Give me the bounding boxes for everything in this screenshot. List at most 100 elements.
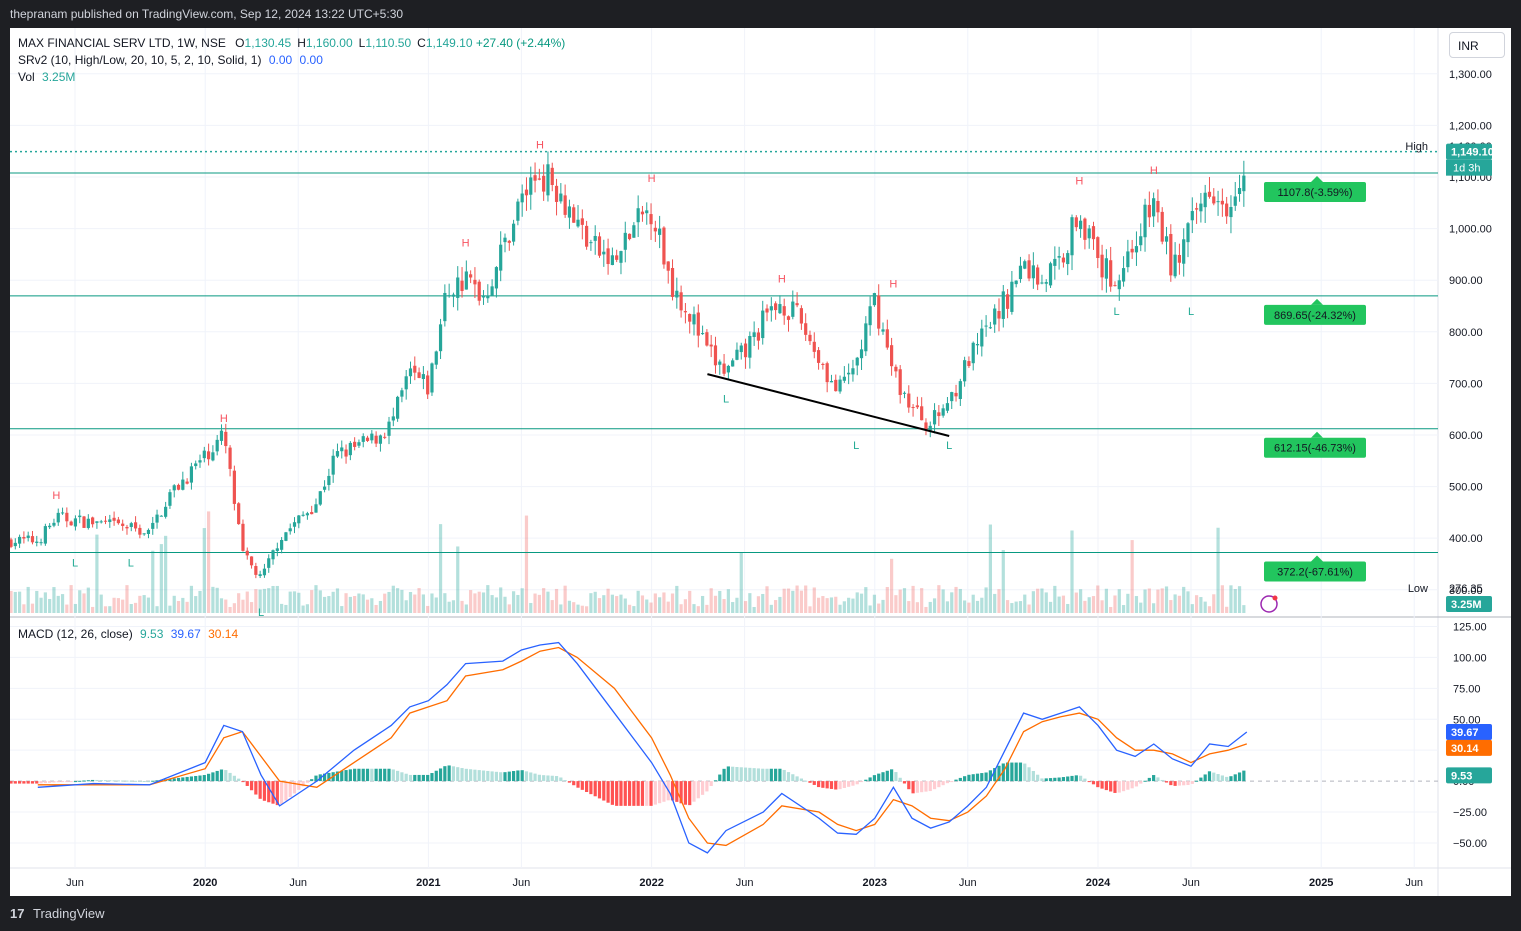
volume-bar: [1066, 603, 1070, 613]
trendline[interactable]: [707, 373, 950, 437]
chart-frame[interactable]: 1107.8(-3.59%) 869.65(-24.32%) 612.15(-46.…: [9, 28, 1511, 896]
candle-body: [490, 286, 494, 296]
chart-svg[interactable]: 1107.8(-3.59%) 869.65(-24.32%) 612.15(-46.…: [9, 28, 1511, 896]
volume-bar: [1199, 597, 1203, 613]
candle-body: [632, 225, 636, 238]
footer-brand[interactable]: TradingView: [33, 906, 105, 921]
candle-body: [1190, 211, 1194, 221]
candle-body: [1233, 196, 1237, 206]
macd-histogram-bar: [980, 773, 984, 782]
macd-histogram-bar: [155, 780, 159, 782]
srv2-label[interactable]: SRv2 (10, High/Low, 20, 10, 5, 2, 10, So…: [18, 53, 262, 67]
volume-bar: [215, 587, 219, 613]
volume-bar: [249, 602, 254, 613]
volume-legend[interactable]: Vol 3.25M: [18, 70, 75, 84]
candle-body: [563, 195, 567, 215]
volume-bar: [847, 597, 851, 613]
currency-button[interactable]: INR: [1449, 32, 1505, 58]
macd-histogram-bar: [705, 781, 709, 792]
macd-tick-label: 50.00: [1453, 714, 1481, 726]
volume-bar: [73, 603, 78, 613]
macd-histogram-bar: [1061, 777, 1066, 782]
macd-legend[interactable]: MACD (12, 26, close) 9.53 39.67 30.14: [18, 627, 238, 641]
volume-bar: [322, 596, 327, 613]
candle-body: [713, 345, 718, 366]
macd-histogram-bar: [799, 778, 803, 782]
macd-histogram-bar: [615, 781, 619, 806]
volume-bar: [834, 596, 838, 613]
macd-histogram-bar: [1177, 781, 1182, 786]
macd-histogram-bar: [499, 772, 503, 782]
candle-body: [361, 436, 365, 442]
volume-bar: [1070, 530, 1074, 613]
macd-histogram-bar: [69, 781, 73, 783]
time-tick-label: 2024: [1086, 877, 1111, 889]
macd-label[interactable]: MACD (12, 26, close): [18, 627, 133, 641]
volume-bar: [168, 605, 172, 613]
macd-histogram-bar: [945, 781, 950, 784]
hist-badge-bg: [1446, 767, 1492, 784]
macd-histogram-bar: [1182, 781, 1186, 786]
candle-body: [907, 393, 911, 408]
macd-histogram-bar: [825, 781, 829, 789]
candle-body: [211, 452, 215, 461]
volume-bar: [486, 585, 490, 613]
volume-bar: [902, 588, 907, 613]
volume-bar: [503, 596, 507, 613]
volume-bar: [357, 593, 361, 613]
macd-histogram-bar: [258, 781, 262, 799]
macd-histogram-bar: [1005, 762, 1010, 782]
macd-line: [37, 641, 1248, 854]
srv2-legend[interactable]: SRv2 (10, High/Low, 20, 10, 5, 2, 10, So…: [18, 53, 323, 67]
macd-histogram-bar: [284, 781, 288, 801]
volume-bar: [185, 601, 189, 613]
ohlc-value: 1,110.50: [365, 36, 412, 50]
macd-tick-label: 125.00: [1453, 621, 1487, 633]
candle-body: [791, 301, 795, 317]
candle-body: [1220, 200, 1224, 205]
volume-bar: [1139, 602, 1143, 613]
volume-bar: [1164, 586, 1169, 613]
tradingview-logo-icon[interactable]: 17: [10, 906, 25, 921]
macd-histogram-bar: [344, 770, 348, 782]
volume-label[interactable]: Vol: [18, 70, 35, 84]
volume-bar: [434, 597, 438, 613]
volume-bar: [1044, 592, 1048, 613]
candle-body: [834, 379, 838, 392]
volume-bar: [958, 588, 962, 613]
macd-histogram-bar: [623, 781, 627, 806]
symbol-title[interactable]: MAX FINANCIAL SERV LTD, 1W, NSE: [18, 36, 226, 50]
candle-body: [189, 466, 194, 483]
volume-bar: [17, 591, 22, 613]
volume-bar: [39, 597, 43, 613]
macd-histogram-bar: [872, 775, 877, 782]
macd-histogram-bar: [116, 780, 120, 782]
candle-body: [726, 365, 730, 373]
volume-bar: [108, 606, 112, 613]
macd-hist-value: 9.53: [140, 627, 164, 641]
candle-body: [1143, 204, 1147, 238]
candle-body: [838, 379, 842, 392]
macd-histogram-bar: [473, 769, 477, 782]
macd-histogram-bar: [881, 772, 885, 782]
macd-histogram-bar: [649, 781, 653, 806]
candle-body: [851, 368, 855, 375]
volume-bar: [404, 600, 408, 613]
candle-body: [1160, 211, 1164, 242]
macd-histogram-bar: [477, 770, 481, 782]
volume-bar: [413, 594, 417, 613]
volume-bar: [219, 598, 224, 613]
main-legend[interactable]: MAX FINANCIAL SERV LTD, 1W, NSE O1,130.4…: [18, 36, 565, 50]
macd-histogram-bar: [954, 779, 958, 782]
volume-bar: [1177, 595, 1182, 613]
candle-body: [481, 296, 486, 298]
volume-bar: [297, 592, 301, 613]
candle-body: [215, 439, 219, 452]
volume-bar: [885, 586, 889, 613]
candle-body: [331, 455, 335, 475]
price-tick-label: 700.00: [1449, 378, 1483, 390]
volume-bar: [799, 590, 803, 613]
candle-body: [13, 542, 17, 547]
macd-histogram-bar: [632, 781, 636, 806]
macd-histogram-bar: [855, 781, 859, 785]
